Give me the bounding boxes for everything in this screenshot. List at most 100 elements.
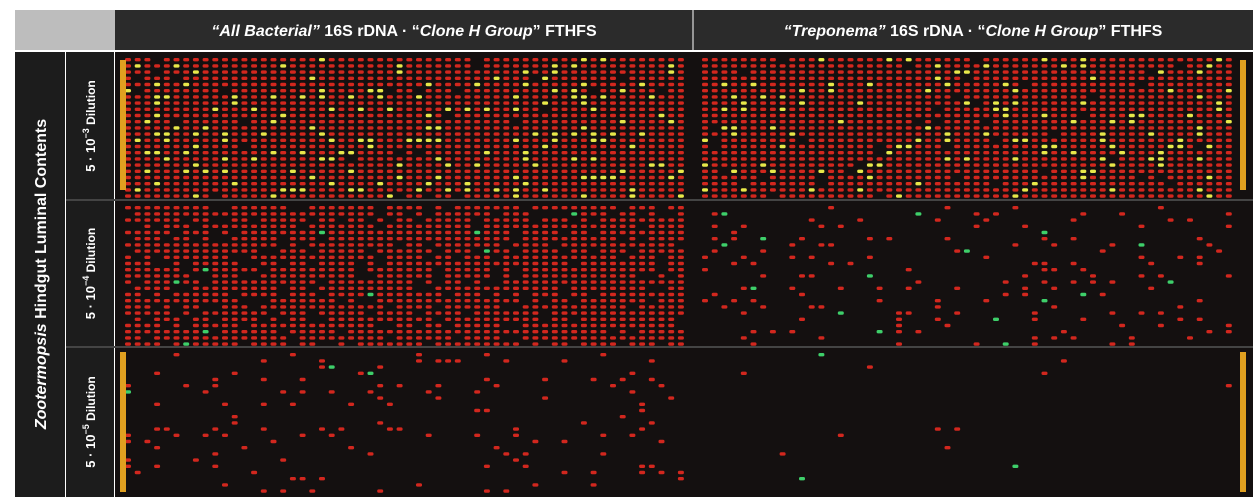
well [799,237,805,240]
well [290,293,296,296]
well [1226,83,1232,86]
well [945,157,951,160]
well [445,218,451,221]
well [1216,77,1222,80]
well [629,139,635,142]
well [983,126,989,129]
well [945,101,951,104]
title-part: 16S rDNA · “ [320,23,420,40]
well [649,256,655,259]
well [329,120,335,123]
well [1003,151,1009,154]
well [1022,139,1028,142]
well [144,139,150,142]
well [1051,151,1057,154]
well [445,336,451,339]
well [562,95,568,98]
well [639,163,645,166]
well [610,194,616,197]
well [1226,188,1232,191]
well [751,262,757,265]
well [232,225,238,228]
well [135,139,141,142]
well [542,83,548,86]
well [993,101,999,104]
well [513,206,519,209]
well [241,330,247,333]
well [629,151,635,154]
well [983,299,989,302]
well [1042,280,1048,283]
well [484,268,490,271]
well [193,58,199,61]
well [620,305,626,308]
well [668,83,674,86]
well [629,145,635,148]
well [251,101,257,104]
well [629,342,635,345]
well [649,126,655,129]
well [329,330,335,333]
well [387,330,393,333]
well [416,194,422,197]
well [183,151,189,154]
well [503,249,509,252]
well [406,101,412,104]
well [751,132,757,135]
well [232,120,238,123]
well [1003,101,1009,104]
well [319,101,325,104]
well [721,101,727,104]
well [523,249,529,252]
well [174,324,180,327]
well [212,120,218,123]
well [542,305,548,308]
well [319,305,325,308]
well [532,268,538,271]
well [702,268,708,271]
well [867,58,873,61]
well [309,299,315,302]
well [741,170,747,173]
well [329,157,335,160]
well [290,114,296,117]
well [154,287,160,290]
well [474,237,480,240]
well [620,95,626,98]
well [877,95,883,98]
well [964,58,970,61]
well [368,243,374,246]
well [770,330,776,333]
well [280,108,286,111]
well [377,231,383,234]
well [799,83,805,86]
well [770,58,776,61]
well [183,70,189,73]
well [867,120,873,123]
well [397,114,403,117]
well [659,70,665,73]
well [945,237,951,240]
well [581,139,587,142]
well [1148,120,1154,123]
well [1032,101,1038,104]
well [659,58,665,61]
well [571,256,577,259]
well [484,249,490,252]
well [659,83,665,86]
well [435,243,441,246]
well [241,114,247,117]
well [629,262,635,265]
well [203,324,209,327]
well [620,114,626,117]
well [319,77,325,80]
well [906,126,912,129]
well [542,206,548,209]
well [886,132,892,135]
well [290,477,296,480]
well [445,163,451,166]
well [678,274,684,277]
well [290,77,296,80]
well [906,95,912,98]
well [886,120,892,123]
